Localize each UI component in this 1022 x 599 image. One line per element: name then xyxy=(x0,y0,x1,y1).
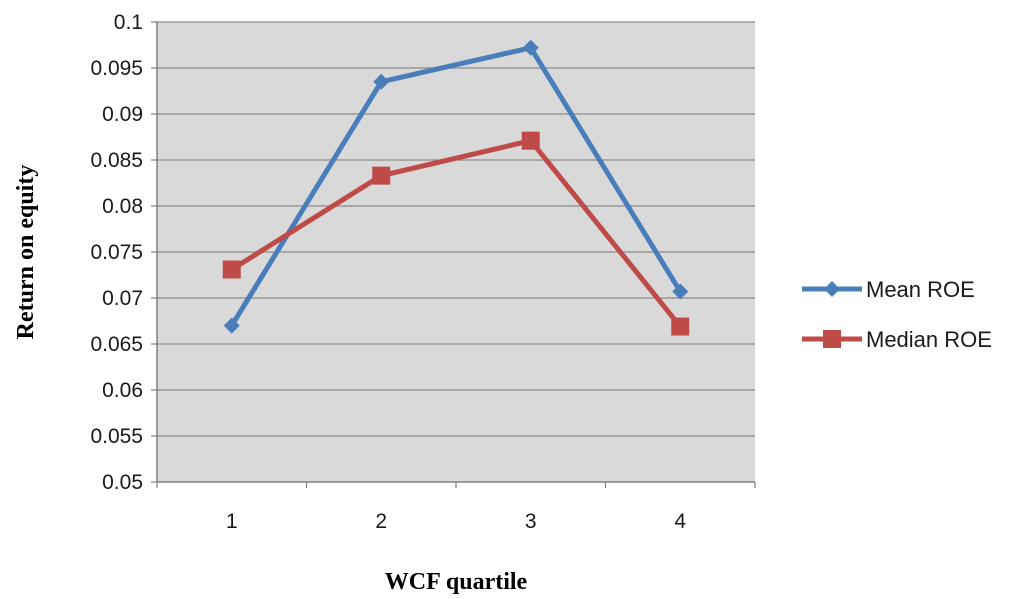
y-tick-label: 0.095 xyxy=(90,57,143,80)
x-tick-labels: 1 2 3 4 xyxy=(226,510,687,533)
y-tick-label: 0.09 xyxy=(102,103,143,126)
data-point xyxy=(223,317,240,334)
y-tick-label: 0.085 xyxy=(90,149,143,172)
series-line xyxy=(230,138,683,329)
legend-label: Median ROE xyxy=(866,327,992,352)
data-point xyxy=(373,73,390,90)
y-tick-label: 0.07 xyxy=(102,287,143,310)
legend-marker xyxy=(823,330,841,348)
data-point xyxy=(522,39,539,56)
axes xyxy=(156,22,755,483)
y-tick-label: 0.05 xyxy=(102,471,143,494)
y-tick-label: 0.06 xyxy=(102,379,143,402)
data-point xyxy=(671,317,690,336)
data-point xyxy=(222,260,241,279)
legend: Mean ROE Median ROE xyxy=(802,277,992,352)
data-point xyxy=(672,283,689,300)
data-point xyxy=(521,131,540,150)
x-tick-label: 2 xyxy=(375,510,387,533)
series-mean-roe xyxy=(223,39,689,334)
series-median-roe xyxy=(222,131,690,336)
y-tick-label: 0.1 xyxy=(114,11,143,34)
y-axis-title: Return on equity xyxy=(13,165,39,340)
data-point xyxy=(372,166,391,185)
y-tick-label: 0.08 xyxy=(102,195,143,218)
y-tick-label: 0.075 xyxy=(90,241,143,264)
series-line xyxy=(229,45,683,327)
x-tick-label: 3 xyxy=(525,510,537,533)
legend-marker xyxy=(824,281,840,297)
legend-item: Median ROE xyxy=(802,327,992,352)
x-axis-title: WCF quartile xyxy=(385,569,528,595)
x-tick-label: 1 xyxy=(226,510,238,533)
x-tick-label: 4 xyxy=(674,510,686,533)
legend-label: Mean ROE xyxy=(866,277,975,302)
y-tick-label: 0.065 xyxy=(90,333,143,356)
y-tick-labels: 0.05 0.055 0.06 0.065 0.07 0.075 0.08 0.085 0.09… xyxy=(90,11,143,494)
y-tick-label: 0.055 xyxy=(90,425,143,448)
legend-item: Mean ROE xyxy=(802,277,975,302)
series xyxy=(222,39,690,336)
